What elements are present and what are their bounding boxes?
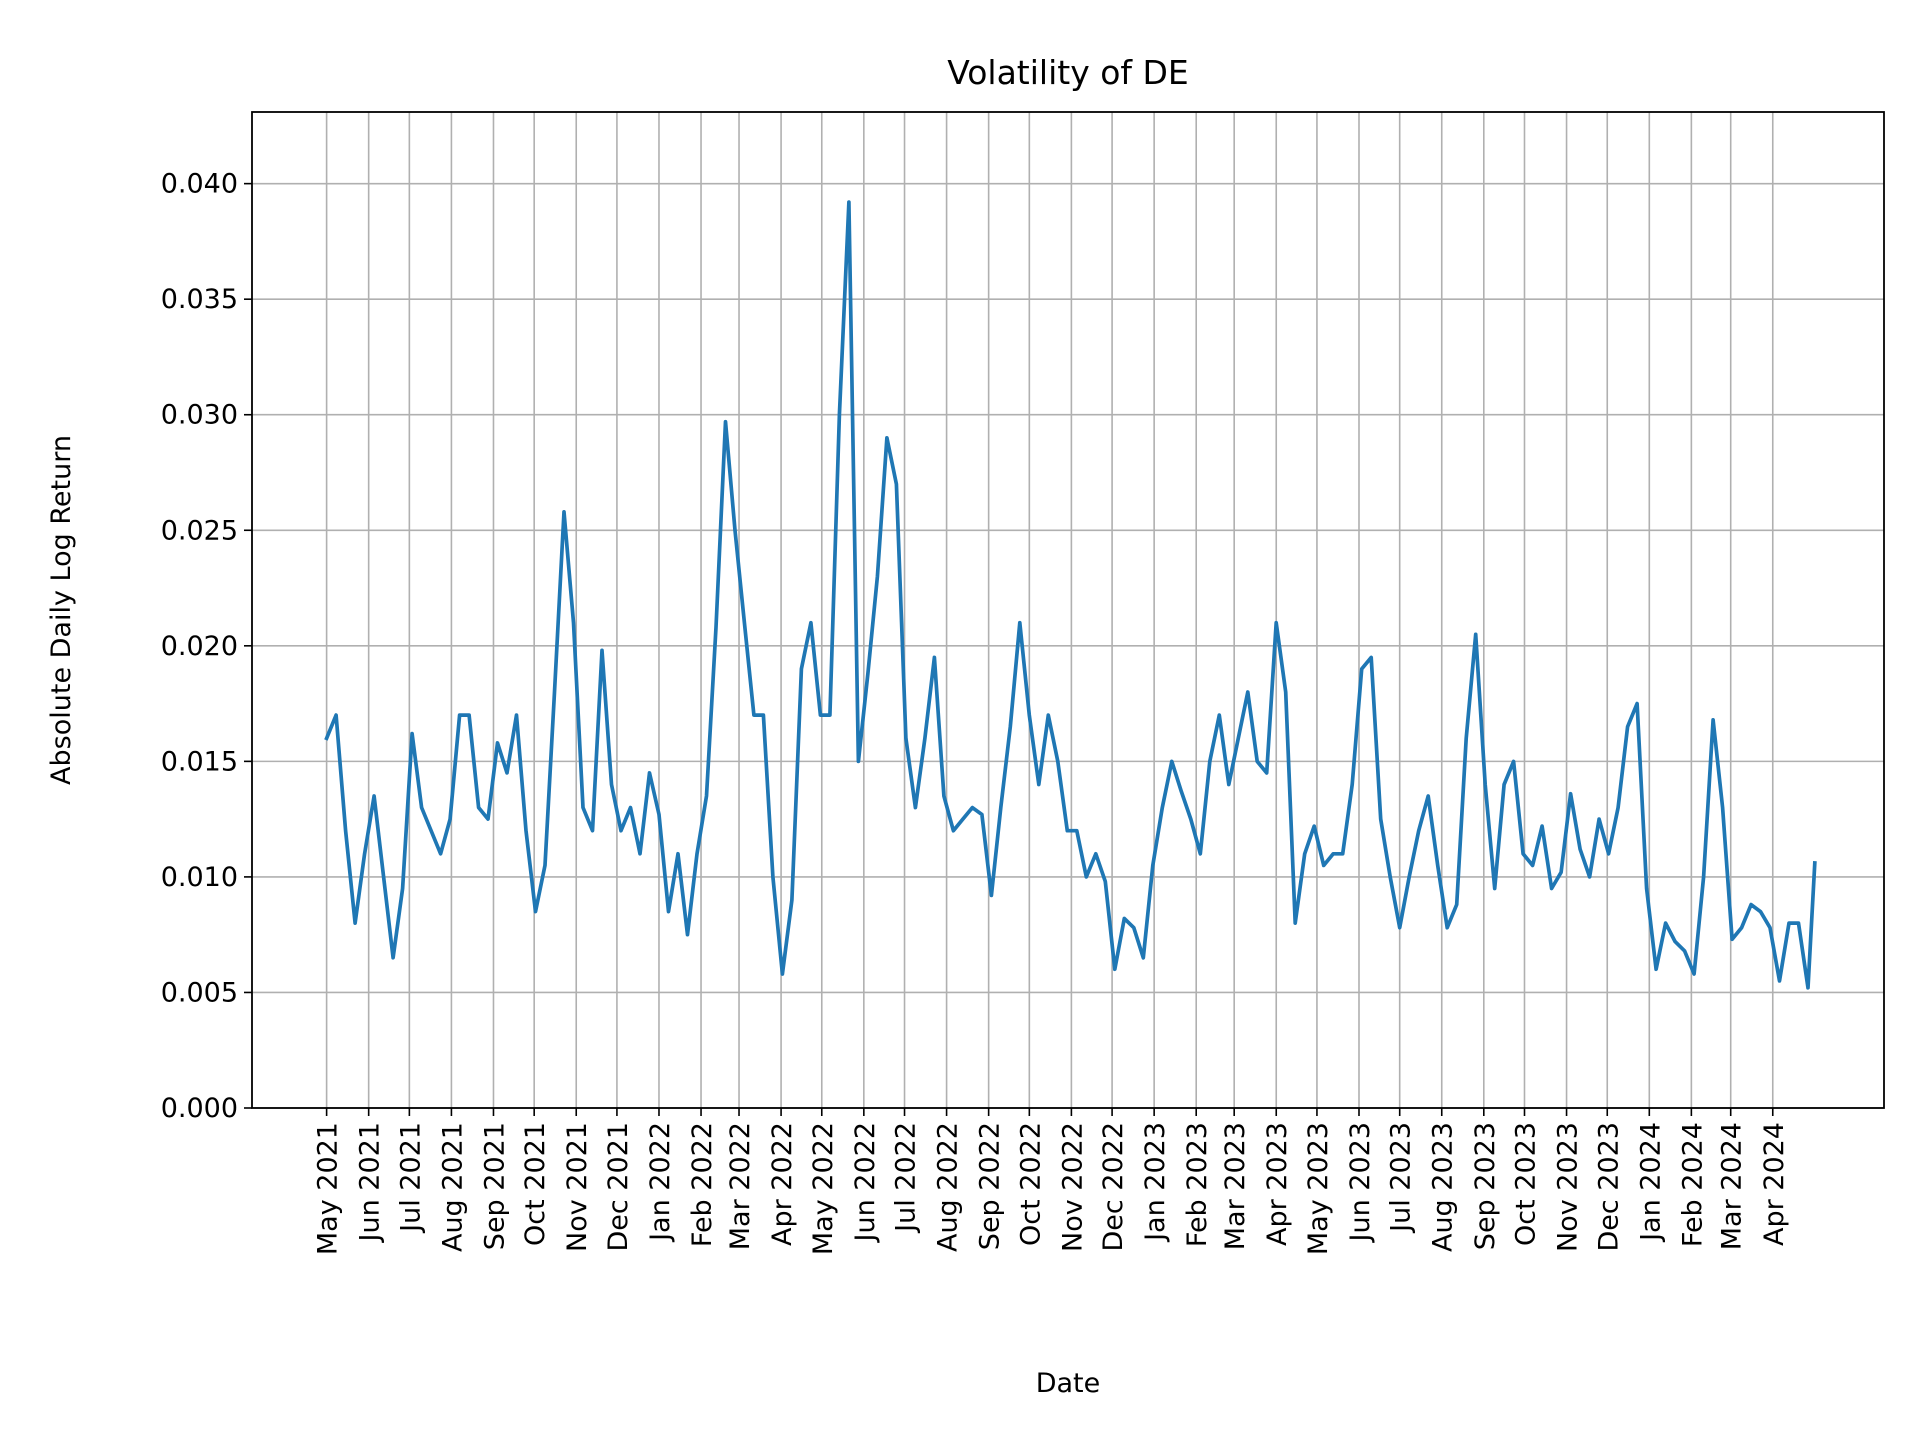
x-tick-label: Dec 2022	[1098, 1122, 1129, 1252]
x-tick-label: Oct 2022	[1015, 1122, 1046, 1246]
x-tick-label: Mar 2022	[725, 1122, 756, 1250]
y-tick-label: 0.005	[161, 977, 238, 1008]
x-tick-label: Dec 2021	[603, 1122, 634, 1252]
x-tick-label: Nov 2022	[1057, 1122, 1088, 1252]
x-tick-label: Mar 2024	[1717, 1122, 1748, 1250]
y-tick-label: 0.040	[161, 169, 238, 200]
y-tick-label: 0.020	[161, 631, 238, 662]
x-tick-label: Aug 2021	[437, 1122, 468, 1252]
x-tick-label: Nov 2021	[562, 1122, 593, 1252]
x-tick-label: Apr 2023	[1262, 1122, 1293, 1246]
x-tick-label: Jan 2022	[645, 1122, 676, 1243]
chart-title: Volatility of DE	[947, 53, 1189, 92]
y-tick-label: 0.030	[161, 400, 238, 431]
x-tick-label: May 2022	[808, 1122, 839, 1255]
y-tick-label: 0.035	[161, 284, 238, 315]
x-tick-label: Mar 2023	[1220, 1122, 1251, 1250]
x-tick-label: Nov 2023	[1553, 1122, 1584, 1252]
y-axis-label: Absolute Daily Log Return	[46, 435, 77, 785]
x-tick-label: Jun 2022	[850, 1122, 881, 1243]
volatility-line	[324, 200, 1817, 990]
x-tick-label: Sep 2021	[479, 1122, 510, 1250]
plot-area-frame	[251, 111, 1885, 1109]
x-tick-label: Oct 2021	[520, 1122, 551, 1246]
x-axis-label: Date	[1036, 1368, 1101, 1399]
x-tick-label: Jan 2024	[1635, 1122, 1666, 1243]
x-tick-label: Feb 2024	[1677, 1122, 1708, 1247]
grid-layer	[252, 112, 1884, 1109]
x-tick-label: Jul 2023	[1386, 1122, 1417, 1234]
x-tick-label: Feb 2023	[1182, 1122, 1213, 1247]
x-tick-label: Sep 2023	[1470, 1122, 1501, 1250]
x-tick-label: Jun 2023	[1345, 1122, 1376, 1243]
x-tick-label: Oct 2023	[1510, 1122, 1541, 1246]
x-tick-label: May 2021	[313, 1122, 344, 1255]
x-tick-label: May 2023	[1303, 1122, 1334, 1255]
y-tick-label: 0.015	[161, 746, 238, 777]
x-tick-label: Dec 2023	[1593, 1122, 1624, 1252]
x-tick-label: Jul 2021	[395, 1122, 426, 1234]
x-tick-label: Aug 2023	[1428, 1122, 1459, 1252]
x-tick-label: Feb 2022	[687, 1122, 718, 1247]
y-tick-label: 0.025	[161, 515, 238, 546]
x-tick-label: Sep 2022	[975, 1122, 1006, 1250]
x-tick-label: Jan 2023	[1140, 1122, 1171, 1243]
x-tick-label: Apr 2022	[767, 1122, 798, 1246]
x-tick-label: Jun 2021	[355, 1122, 386, 1243]
series-layer	[324, 200, 1817, 990]
y-tick-label: 0.010	[161, 862, 238, 893]
tick-layer: 0.000 0.005 0.010 0.015 0.020 0.025 0.030 0.035…	[161, 169, 1790, 1255]
x-tick-label: Apr 2024	[1759, 1122, 1790, 1246]
x-tick-label: Jul 2022	[891, 1122, 922, 1234]
y-tick-label: 0.000	[161, 1093, 238, 1124]
x-tick-label: Aug 2022	[933, 1122, 964, 1252]
